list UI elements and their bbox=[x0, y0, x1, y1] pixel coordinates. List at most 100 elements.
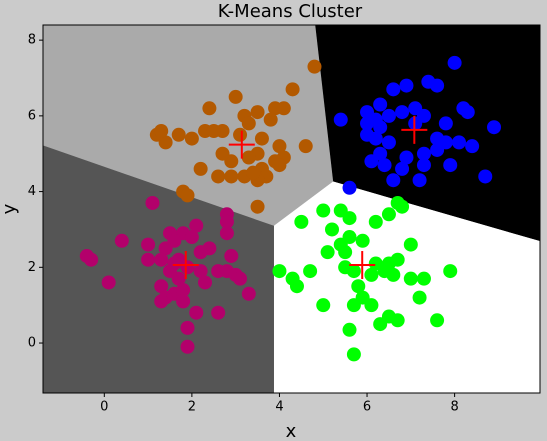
point bbox=[412, 173, 427, 188]
point bbox=[228, 89, 243, 104]
point bbox=[443, 264, 458, 279]
region bbox=[43, 145, 274, 393]
point bbox=[145, 195, 160, 210]
plot-frame bbox=[42, 24, 541, 394]
point bbox=[381, 207, 396, 222]
point bbox=[250, 105, 265, 120]
point bbox=[451, 135, 466, 150]
point bbox=[294, 214, 309, 229]
point bbox=[154, 294, 169, 309]
point bbox=[285, 82, 300, 97]
point bbox=[386, 173, 401, 188]
x-tick-label: 4 bbox=[275, 400, 283, 415]
point bbox=[272, 264, 287, 279]
point bbox=[325, 222, 340, 237]
x-tick-label: 0 bbox=[100, 400, 108, 415]
point bbox=[272, 139, 287, 154]
point bbox=[141, 237, 156, 252]
point bbox=[289, 279, 304, 294]
point bbox=[246, 165, 261, 180]
point bbox=[219, 214, 234, 229]
y-tick-label: 6 bbox=[28, 108, 36, 123]
y-tick-label: 8 bbox=[28, 33, 36, 48]
point bbox=[211, 305, 226, 320]
point bbox=[465, 139, 480, 154]
centroid bbox=[349, 251, 376, 280]
point bbox=[184, 131, 199, 146]
point bbox=[263, 112, 278, 127]
point bbox=[355, 233, 370, 248]
point bbox=[443, 158, 458, 173]
point bbox=[193, 161, 208, 176]
point bbox=[162, 264, 177, 279]
point bbox=[416, 271, 431, 286]
point bbox=[307, 59, 322, 74]
point bbox=[219, 226, 234, 241]
point bbox=[416, 158, 431, 173]
x-axis-label: x bbox=[286, 421, 297, 441]
point bbox=[412, 290, 427, 305]
point bbox=[416, 146, 431, 161]
point bbox=[399, 78, 414, 93]
point bbox=[184, 230, 199, 245]
point bbox=[338, 260, 353, 275]
point bbox=[189, 218, 204, 233]
point bbox=[368, 214, 383, 229]
point bbox=[211, 169, 226, 184]
point bbox=[154, 124, 169, 139]
chart-title: K-Means Cluster bbox=[218, 1, 363, 22]
point bbox=[180, 320, 195, 335]
y-tick-label: 2 bbox=[28, 260, 36, 275]
point bbox=[338, 245, 353, 260]
point bbox=[241, 286, 256, 301]
point bbox=[395, 105, 410, 120]
point bbox=[381, 108, 396, 123]
point bbox=[342, 211, 357, 226]
point bbox=[364, 267, 379, 282]
point bbox=[154, 252, 169, 267]
point bbox=[438, 135, 453, 150]
x-tick-label: 6 bbox=[363, 400, 371, 415]
point bbox=[176, 294, 191, 309]
point bbox=[224, 169, 239, 184]
point bbox=[360, 127, 375, 142]
point bbox=[430, 78, 445, 93]
point bbox=[342, 322, 357, 337]
point bbox=[487, 120, 502, 135]
point bbox=[233, 127, 248, 142]
point bbox=[460, 105, 475, 120]
point bbox=[158, 241, 173, 256]
point bbox=[171, 252, 186, 267]
point bbox=[189, 305, 204, 320]
point bbox=[316, 298, 331, 313]
point bbox=[202, 101, 217, 116]
point bbox=[390, 252, 405, 267]
point bbox=[176, 283, 191, 298]
point bbox=[381, 135, 396, 150]
point bbox=[386, 82, 401, 97]
point bbox=[303, 264, 318, 279]
point bbox=[403, 237, 418, 252]
point bbox=[364, 298, 379, 313]
point bbox=[333, 112, 348, 127]
point bbox=[180, 339, 195, 354]
point bbox=[254, 131, 269, 146]
x-tick-label: 8 bbox=[450, 400, 458, 415]
x-tick-label: 2 bbox=[188, 400, 196, 415]
point bbox=[171, 127, 186, 142]
point bbox=[241, 116, 256, 131]
point bbox=[84, 252, 99, 267]
point bbox=[180, 188, 195, 203]
centroid bbox=[401, 115, 428, 144]
point bbox=[320, 245, 335, 260]
point bbox=[403, 271, 418, 286]
point bbox=[198, 275, 213, 290]
point bbox=[193, 245, 208, 260]
point bbox=[478, 169, 493, 184]
point bbox=[298, 139, 313, 154]
point bbox=[390, 313, 405, 328]
point bbox=[316, 203, 331, 218]
point bbox=[373, 120, 388, 135]
